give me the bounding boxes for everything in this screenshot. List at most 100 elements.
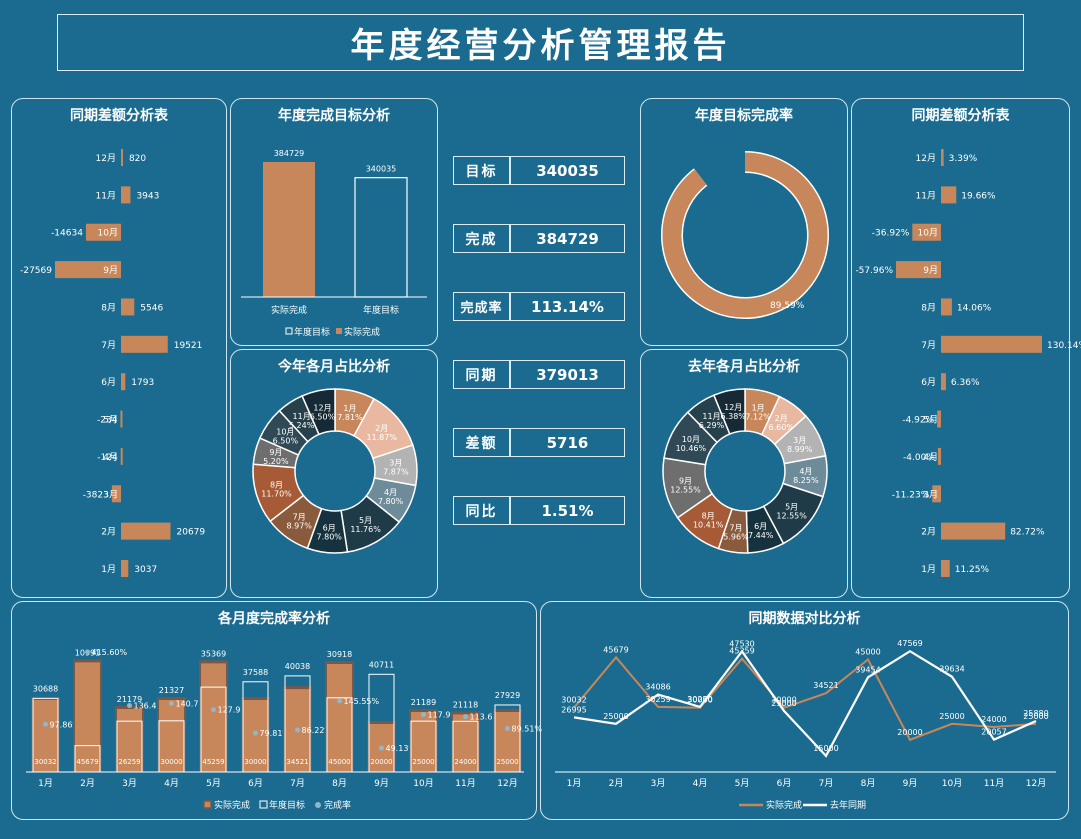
panel-rate: 年度目标完成率 89.59%	[640, 98, 848, 346]
panel-title: 同期数据对比分析	[748, 611, 861, 627]
data-label: 15000	[813, 744, 838, 753]
tick-label: 12月	[497, 778, 517, 789]
slice-value: 12.55%	[670, 485, 701, 494]
legend-label: 实际完成	[344, 326, 380, 338]
category-label: 7月	[921, 340, 936, 351]
data-label: 130.14%	[1047, 341, 1081, 351]
tick-label: 1月	[38, 778, 53, 789]
rate-point	[463, 714, 468, 720]
slice-value: 11.76%	[350, 525, 381, 534]
slice-value: 7.12%	[745, 412, 771, 421]
data-label: 384729	[274, 149, 305, 158]
category-label: 11月	[96, 190, 116, 201]
panel-title: 去年各月占比分析	[688, 359, 800, 375]
data-label: -11.23%	[892, 490, 930, 500]
panel-title: 各月度完成率分析	[218, 611, 330, 627]
category-label: 3月	[103, 489, 118, 500]
series-line	[573, 649, 1037, 758]
bar	[120, 410, 123, 428]
data-label: 340035	[366, 165, 397, 174]
tick-label: 2月	[609, 778, 624, 789]
bar	[932, 485, 941, 503]
kpi-label-target: 目标	[453, 156, 510, 185]
rate-point	[337, 698, 342, 704]
slice-label: 5月	[785, 502, 798, 511]
tick-label: 6月	[777, 778, 792, 789]
actual-label: 24000	[454, 758, 476, 766]
category-label: 4月	[103, 452, 118, 463]
kpi-value-done: 384729	[510, 224, 625, 253]
legend-swatch	[336, 328, 342, 334]
slice-label: 11月	[293, 412, 311, 421]
rate-point	[169, 700, 174, 706]
rate-label: 145.55%	[344, 697, 380, 706]
data-label: 45000	[855, 648, 880, 657]
panel-monthly-rate: 各月度完成率分析 306883003297.86%1月1099145679415…	[11, 601, 542, 820]
ring-arc	[662, 152, 828, 318]
tick-label: 4月	[693, 778, 708, 789]
slice-value: 10.46%	[676, 444, 707, 453]
slice-value: 11.87%	[366, 433, 397, 442]
category-label: 2月	[921, 527, 936, 538]
legend-swatch	[285, 327, 293, 335]
category-label: 9月	[923, 265, 938, 276]
data-label: 30000	[687, 696, 712, 705]
category-label: 9月	[103, 265, 118, 276]
kpi-value-diff: 5716	[510, 428, 625, 457]
bar-actual	[201, 663, 226, 772]
target-label: 40038	[285, 662, 310, 671]
data-label: 39454	[855, 665, 880, 674]
rate-label: 86.22%	[302, 726, 333, 735]
rate-point	[211, 707, 216, 713]
bar-actual	[495, 712, 520, 772]
slice-value: 6.50%	[310, 412, 336, 421]
slice-label: 4月	[384, 488, 397, 497]
slice-value: 6.60%	[769, 423, 795, 432]
kpi-label-rate: 完成率	[453, 292, 510, 321]
category-label: 4月	[923, 452, 938, 463]
bar	[55, 261, 121, 279]
data-label: -234	[97, 416, 118, 426]
slice-value: 8.99%	[787, 445, 813, 454]
data-label: -36.92%	[872, 229, 910, 239]
slice-label: 9月	[269, 448, 282, 457]
tick-label: 2月	[80, 778, 95, 789]
pie-slice	[712, 388, 746, 435]
data-label: 30259	[645, 695, 670, 704]
data-label: -4.92%	[902, 416, 934, 426]
panel-target-analysis: 年度完成目标分析 384729 实际完成 340035 年度目标 年度目标 实际完成	[230, 98, 438, 346]
tick-label: 9月	[374, 778, 389, 789]
slice-value: 7.80%	[316, 533, 342, 542]
data-label: 3037	[134, 565, 157, 575]
slice-label: 4月	[799, 467, 812, 476]
data-label: 6.36%	[951, 378, 980, 388]
bar	[912, 223, 941, 241]
bar-actual	[243, 700, 268, 772]
category-label: 8月	[921, 302, 936, 313]
data-label: 14.06%	[957, 303, 992, 313]
category-label: 12月	[96, 153, 116, 164]
slice-label: 6月	[754, 522, 767, 531]
target-label: 21327	[159, 686, 184, 695]
actual-label: 34521	[286, 758, 308, 766]
slice-value: 10.41%	[693, 521, 724, 530]
data-label: 34521	[813, 681, 838, 690]
actual-label: 30000	[244, 758, 266, 766]
rate-label: 127.90%	[218, 706, 254, 715]
slice-value: 12.55%	[776, 511, 807, 520]
left-diff-chart: 1月 3037 2月 20679 3月-3823 4月-124 5月-234 6月 1793 7月…	[20, 149, 205, 577]
pie-slice	[301, 388, 336, 436]
legend-swatch	[203, 800, 212, 809]
data-label: -124	[97, 453, 118, 463]
panel-title: 同期差额分析表	[70, 108, 168, 124]
rate-label: 113.65%	[470, 713, 506, 722]
kpi-value-yoy: 1.51%	[510, 496, 625, 525]
bar	[354, 177, 408, 298]
data-label: 82.72%	[1010, 528, 1045, 538]
data-label: 3.39%	[949, 154, 978, 164]
legend-label: 去年同期	[830, 799, 866, 811]
data-label: 25000	[1023, 712, 1048, 721]
rate-ring: 89.59%	[661, 151, 829, 319]
category-label: 1月	[101, 564, 116, 575]
panel-title: 年度目标完成率	[695, 108, 793, 124]
